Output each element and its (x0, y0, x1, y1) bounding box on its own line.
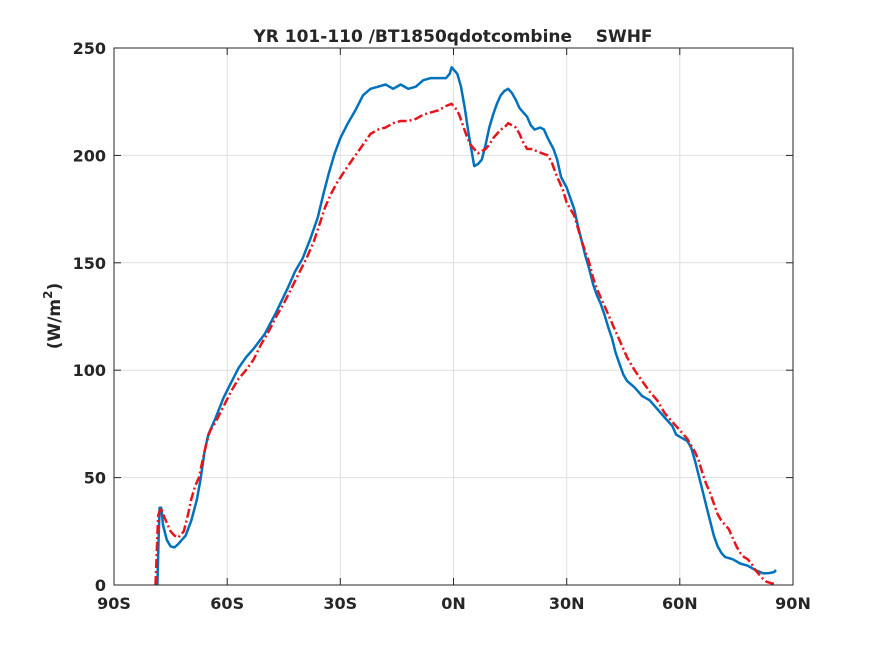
y-tick-labels: 0 50 100 150 200 250 (73, 39, 106, 595)
y-tick-label: 100 (73, 361, 106, 380)
series-group (154, 66, 777, 586)
y-tick-label: 250 (73, 39, 106, 58)
grid (114, 48, 793, 585)
x-tick-label: 60N (662, 594, 698, 613)
y-tick-label: 50 (84, 469, 106, 488)
x-tick-labels: 90S 60S 30S 0N 30N 60N 90N (97, 594, 811, 613)
y-tick-label: 0 (95, 576, 106, 595)
y-tick-label: 200 (73, 146, 106, 165)
tick-marks (113, 47, 794, 586)
x-tick-label: 90N (775, 594, 811, 613)
series-line-blue (156, 66, 777, 586)
y-axis-label: (W/m2) (41, 283, 65, 350)
x-tick-label: 60S (210, 594, 244, 613)
x-tick-label: 30S (323, 594, 357, 613)
series-line-red (154, 102, 775, 586)
x-tick-label: 30N (549, 594, 585, 613)
chart-title: YR 101-110 /BT1850qdotcombine SWHF (252, 27, 652, 47)
x-tick-label: 0N (441, 594, 466, 613)
y-tick-label: 150 (73, 254, 106, 273)
x-tick-label: 90S (97, 594, 131, 613)
